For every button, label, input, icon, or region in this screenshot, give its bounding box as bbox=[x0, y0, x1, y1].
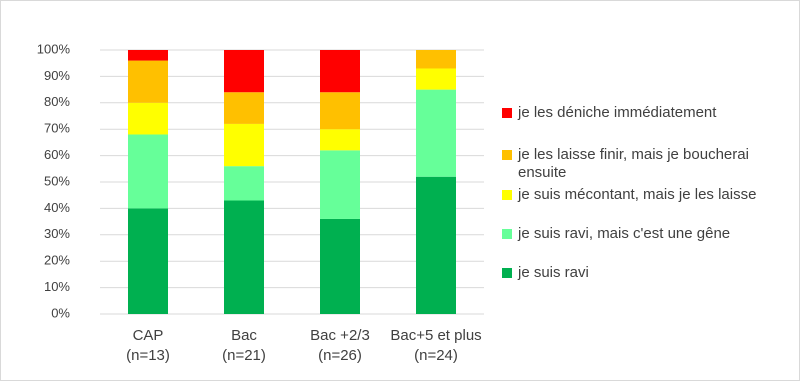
bar-segment bbox=[224, 123, 264, 167]
x-tick-label-line: Bac bbox=[231, 327, 257, 344]
legend-item: je les laisse finir, mais je boucherai e… bbox=[502, 146, 790, 182]
legend-swatch bbox=[502, 268, 512, 278]
bar-segment bbox=[320, 50, 360, 93]
bar-segment bbox=[128, 102, 168, 135]
x-tick-label-line: (n=26) bbox=[318, 347, 362, 364]
bar-segment bbox=[128, 50, 168, 61]
y-tick-label: 40% bbox=[44, 200, 70, 215]
legend-label: je suis mécontant, mais je les laisse bbox=[518, 186, 757, 203]
x-tick-label-line: (n=24) bbox=[414, 347, 458, 364]
bar-segment bbox=[416, 176, 456, 314]
bar-segment bbox=[320, 218, 360, 314]
bar-segment bbox=[416, 50, 456, 69]
legend-swatch bbox=[502, 150, 512, 160]
y-tick-label: 80% bbox=[44, 94, 70, 109]
x-tick-label-line: (n=21) bbox=[222, 347, 266, 364]
x-tick-label: Bac +2/3 (n=26) bbox=[310, 327, 370, 364]
y-tick-label: 50% bbox=[44, 173, 70, 188]
legend-swatch bbox=[502, 108, 512, 118]
bar-segment bbox=[416, 68, 456, 90]
x-tick-label-line: (n=13) bbox=[126, 347, 170, 364]
x-tick-label-line: Bac +2/3 bbox=[310, 327, 370, 344]
y-tick-label: 60% bbox=[44, 147, 70, 162]
y-tick-label: 10% bbox=[44, 279, 70, 294]
legend-label: je les déniche immédiatement bbox=[518, 104, 717, 121]
legend-item: je suis ravi bbox=[502, 264, 790, 282]
bar-segment bbox=[320, 150, 360, 219]
bar-segment bbox=[224, 166, 264, 201]
legend-swatch bbox=[502, 229, 512, 239]
x-tick-label: Bac+5 et plus (n=24) bbox=[390, 327, 481, 364]
bar-segment bbox=[128, 60, 168, 103]
legend-label: je suis ravi, mais c'est une gêne bbox=[518, 225, 731, 242]
bar-segment bbox=[128, 208, 168, 314]
y-tick-label: 100% bbox=[37, 41, 71, 56]
y-tick-label: 20% bbox=[44, 253, 70, 268]
bar-segment bbox=[224, 50, 264, 93]
bar-segment bbox=[320, 129, 360, 151]
bar-segment bbox=[128, 134, 168, 209]
y-tick-label: 90% bbox=[44, 68, 70, 83]
legend-label: je suis ravi bbox=[518, 264, 589, 281]
legend-item: je suis mécontant, mais je les laisse bbox=[502, 186, 790, 204]
x-tick-label: Bac (n=21) bbox=[222, 327, 266, 364]
bar-segment bbox=[416, 89, 456, 177]
x-tick-label: CAP (n=13) bbox=[126, 327, 170, 364]
bar-segment bbox=[320, 92, 360, 130]
legend-swatch bbox=[502, 190, 512, 200]
y-tick-label: 30% bbox=[44, 226, 70, 241]
legend-item: je suis ravi, mais c'est une gêne bbox=[502, 225, 790, 243]
x-tick-label-line: CAP bbox=[133, 327, 164, 344]
bar-segment bbox=[224, 200, 264, 314]
bar-segment bbox=[224, 92, 264, 124]
y-tick-label: 70% bbox=[44, 121, 70, 136]
y-tick-label: 0% bbox=[51, 305, 70, 320]
legend-item: je les déniche immédiatement bbox=[502, 104, 790, 122]
legend-label: je les laisse finir, mais je boucherai e… bbox=[518, 146, 749, 181]
x-tick-label-line: Bac+5 et plus bbox=[390, 327, 481, 344]
